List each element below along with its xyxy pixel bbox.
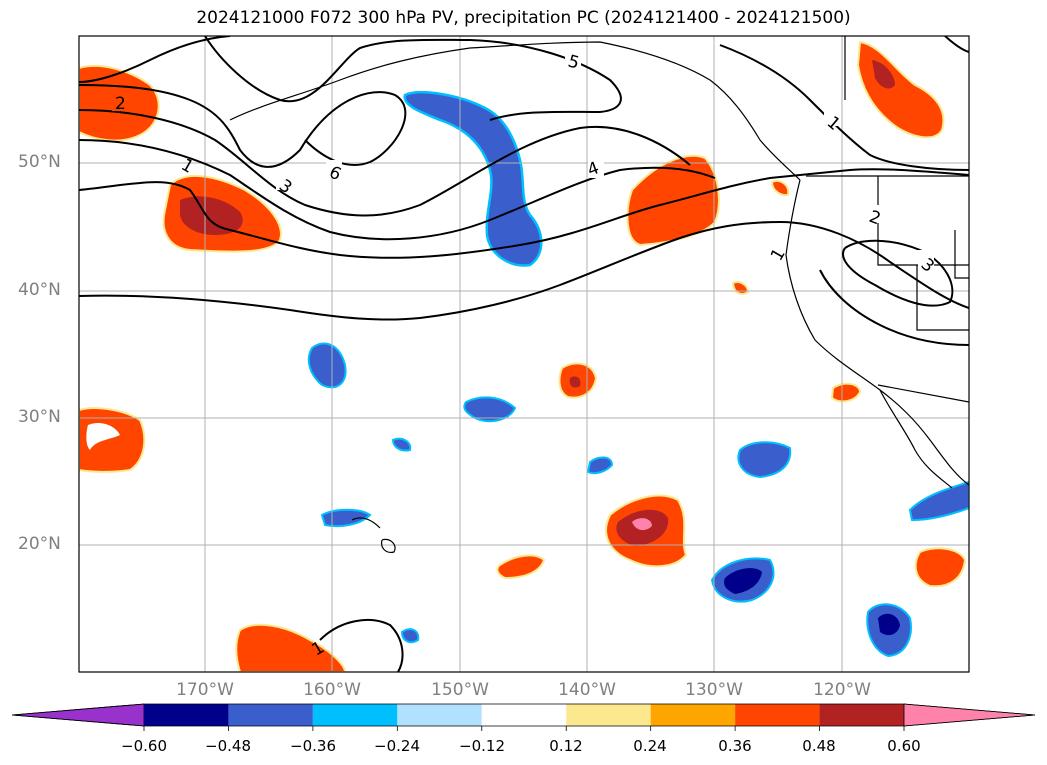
precip-max-region: [632, 518, 652, 531]
colorbar-segment: [228, 704, 313, 726]
precip-strong-negative-region: [724, 568, 762, 594]
pv-contour: [204, 36, 622, 121]
lat-label-30n: 30°N: [18, 407, 61, 427]
lat-label-20n: 20°N: [18, 534, 61, 554]
lat-label-50n: 50°N: [18, 152, 61, 172]
colorbar-tick-label: −0.48: [205, 737, 251, 755]
state-borders: [844, 36, 969, 331]
map-title: 2024121000 F072 300 hPa PV, precipitatio…: [196, 8, 851, 28]
pv-contour: [819, 269, 969, 346]
pv-contour: [719, 44, 969, 171]
us-mexico-border: [877, 384, 969, 403]
precip-negative-region: [908, 480, 969, 522]
precip-negative-region: [737, 441, 792, 479]
pv-contour: [79, 220, 969, 321]
plot-frame: [78, 35, 970, 673]
lon-label-150w: 150°W: [431, 680, 489, 700]
colorbar-segment: [566, 704, 651, 726]
lon-label-140w: 140°W: [558, 680, 616, 700]
precip-negative-region: [320, 508, 372, 528]
precip-negative-region: [403, 91, 543, 267]
graticule: [79, 36, 969, 672]
baja-coast: [879, 389, 953, 489]
precip-negative-region: [586, 456, 614, 475]
precip-positive-region: [830, 382, 862, 403]
colorbar-segment: [819, 704, 904, 726]
colorbar-tick-label: 0.48: [802, 737, 836, 755]
coastlines: [229, 36, 969, 553]
lon-label-120w: 120°W: [813, 680, 871, 700]
colorbar-segment: [650, 704, 736, 726]
colorbar-segment: [481, 704, 567, 726]
precip-negative-region: [391, 437, 412, 452]
colorbar-segment: [397, 704, 482, 726]
pv-contour: [79, 139, 716, 241]
pv-contour: [79, 36, 231, 83]
pv-contours: [79, 36, 969, 672]
precip-core-region: [569, 376, 581, 388]
colorbar-segment: [312, 704, 398, 726]
colorbar-tick-label: −0.24: [374, 737, 420, 755]
colorbar-extend-low: [11, 703, 145, 727]
colorbar-tick-label: 0.24: [633, 737, 667, 755]
pv-contour: [842, 239, 954, 307]
pv-contour: [79, 109, 691, 217]
precip-positive-region: [235, 623, 347, 672]
pv-contour: [944, 36, 969, 53]
contour-label: 2: [115, 94, 126, 114]
pv-contour: [79, 168, 969, 259]
colorbar-tick-label: −0.12: [459, 737, 505, 755]
colorbar-segment: [735, 704, 820, 726]
precip-negative-region: [400, 628, 420, 644]
precip-positive-region: [914, 547, 967, 588]
precip-positive-region: [626, 154, 720, 247]
precip-core-region: [872, 60, 895, 89]
lat-label-40n: 40°N: [18, 280, 61, 300]
colorbar-tick-label: 0.36: [718, 737, 752, 755]
colorbar-tick-label: 0.12: [549, 737, 583, 755]
lon-label-160w: 160°W: [303, 680, 361, 700]
precip-core-region: [179, 196, 243, 235]
lon-label-170w: 170°W: [176, 680, 234, 700]
colorbar-segment: [144, 704, 229, 726]
pv-contour: [79, 84, 407, 168]
contour-label: 5: [566, 52, 582, 74]
lon-label-130w: 130°W: [685, 680, 743, 700]
north-america-west-coast: [785, 179, 969, 486]
hawaii-islands: [351, 517, 396, 553]
precip-positive-region: [496, 554, 546, 580]
alaska-coast: [229, 41, 801, 181]
precip-positive-region: [770, 179, 790, 197]
colorbar-tick-label: −0.60: [121, 737, 167, 755]
precip-negative-regions: [307, 91, 969, 658]
colorbar-tick-label: 0.60: [887, 737, 921, 755]
colorbar-extend-high: [903, 703, 1036, 727]
precip-dry-hole: [86, 423, 120, 450]
pv-contour: [319, 619, 404, 672]
precip-strong-negative-region: [878, 613, 900, 636]
precip-negative-region: [463, 396, 517, 423]
colorbar-tick-label: −0.36: [290, 737, 336, 755]
colorbar: [11, 703, 1036, 731]
